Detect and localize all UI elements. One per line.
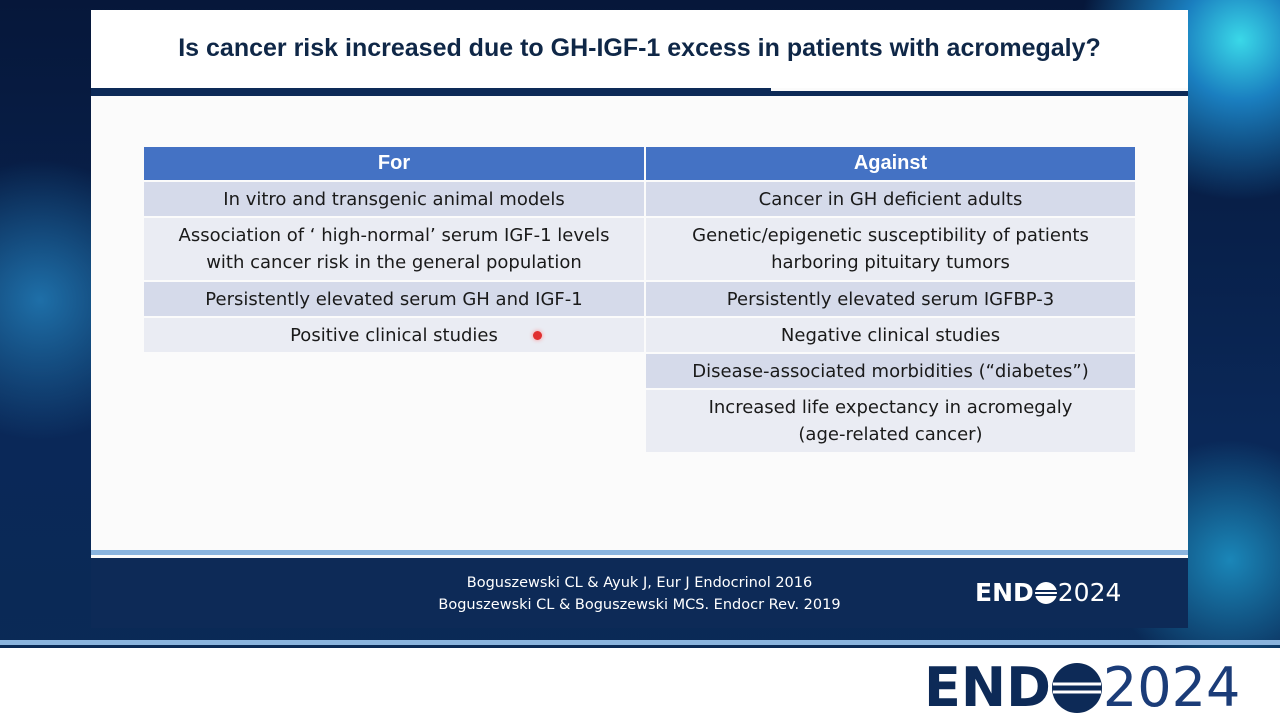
reference: Boguszewski CL & Boguszewski MCS. Endocr… — [438, 597, 841, 613]
cell-line: harboring pituitary tumors — [771, 252, 1010, 273]
table-cell: Association of ‘ high-normal’ serum IGF-… — [144, 218, 644, 280]
footer-rule — [91, 550, 1188, 555]
table-cell: In vitro and transgenic animal models — [144, 182, 644, 216]
title-rule — [91, 88, 771, 96]
cell-line: Disease-associated morbidities (“diabete… — [692, 360, 1089, 382]
table-cell: Genetic/epigenetic susceptibility of pat… — [646, 218, 1135, 280]
cell-line: Genetic/epigenetic susceptibility of pat… — [692, 225, 1089, 246]
cell-line: with cancer risk in the general populati… — [206, 252, 582, 273]
cell-line: Persistently elevated serum IGFBP-3 — [726, 288, 1055, 310]
references: Boguszewski CL & Ayuk J, Eur J Endocrino… — [91, 572, 1188, 616]
title-band: Is cancer risk increased due to GH-IGF-1… — [91, 10, 1188, 88]
cell-line: Positive clinical studies — [290, 324, 498, 346]
table-cell: Negative clinical studies — [646, 318, 1135, 352]
table-cell: Cancer in GH deficient adults — [646, 182, 1135, 216]
logo-text: END — [924, 656, 1051, 719]
banner-logo: END 2024 — [924, 656, 1240, 719]
logo-globe — [1051, 662, 1102, 713]
pointer-dot — [533, 331, 542, 340]
cell-line: Increased life expectancy in acromegaly — [708, 397, 1073, 418]
title-rule — [771, 91, 1188, 96]
reference: Boguszewski CL & Ayuk J, Eur J Endocrino… — [466, 575, 813, 591]
table-cell: Disease-associated morbidities (“diabete… — [646, 354, 1135, 388]
slide-title: Is cancer risk increased due to GH-IGF-1… — [178, 34, 1101, 62]
cell-line: In vitro and transgenic animal models — [223, 188, 565, 210]
bottom-banner: END 2024 — [0, 648, 1280, 720]
table-cell: Increased life expectancy in acromegaly (… — [646, 390, 1135, 452]
slide: Is cancer risk increased due to GH-IGF-1… — [91, 10, 1188, 628]
column-header: Against — [646, 147, 1135, 180]
footer: Boguszewski CL & Ayuk J, Eur J Endocrino… — [91, 558, 1188, 628]
logo-text: 2024 — [1102, 656, 1241, 719]
logo-globe — [1034, 581, 1057, 604]
column-header: For — [144, 147, 644, 180]
cell-line: (age-related cancer) — [798, 424, 983, 445]
table-cell: Persistently elevated serum GH and IGF-1 — [144, 282, 644, 316]
table-cell: Positive clinical studies — [144, 318, 644, 352]
cell-line: Negative clinical studies — [780, 324, 1001, 346]
table-cell: Persistently elevated serum IGFBP-3 — [646, 282, 1135, 316]
footer-logo: END 2024 — [975, 578, 1121, 607]
cell-line: Persistently elevated serum GH and IGF-1 — [205, 288, 583, 310]
logo-text: 2024 — [1057, 578, 1122, 607]
bottom-rule — [0, 640, 1280, 645]
logo-text: END — [975, 578, 1034, 607]
cell-line: Cancer in GH deficient adults — [758, 188, 1023, 210]
cell-line: Association of ‘ high-normal’ serum IGF-… — [178, 225, 610, 246]
